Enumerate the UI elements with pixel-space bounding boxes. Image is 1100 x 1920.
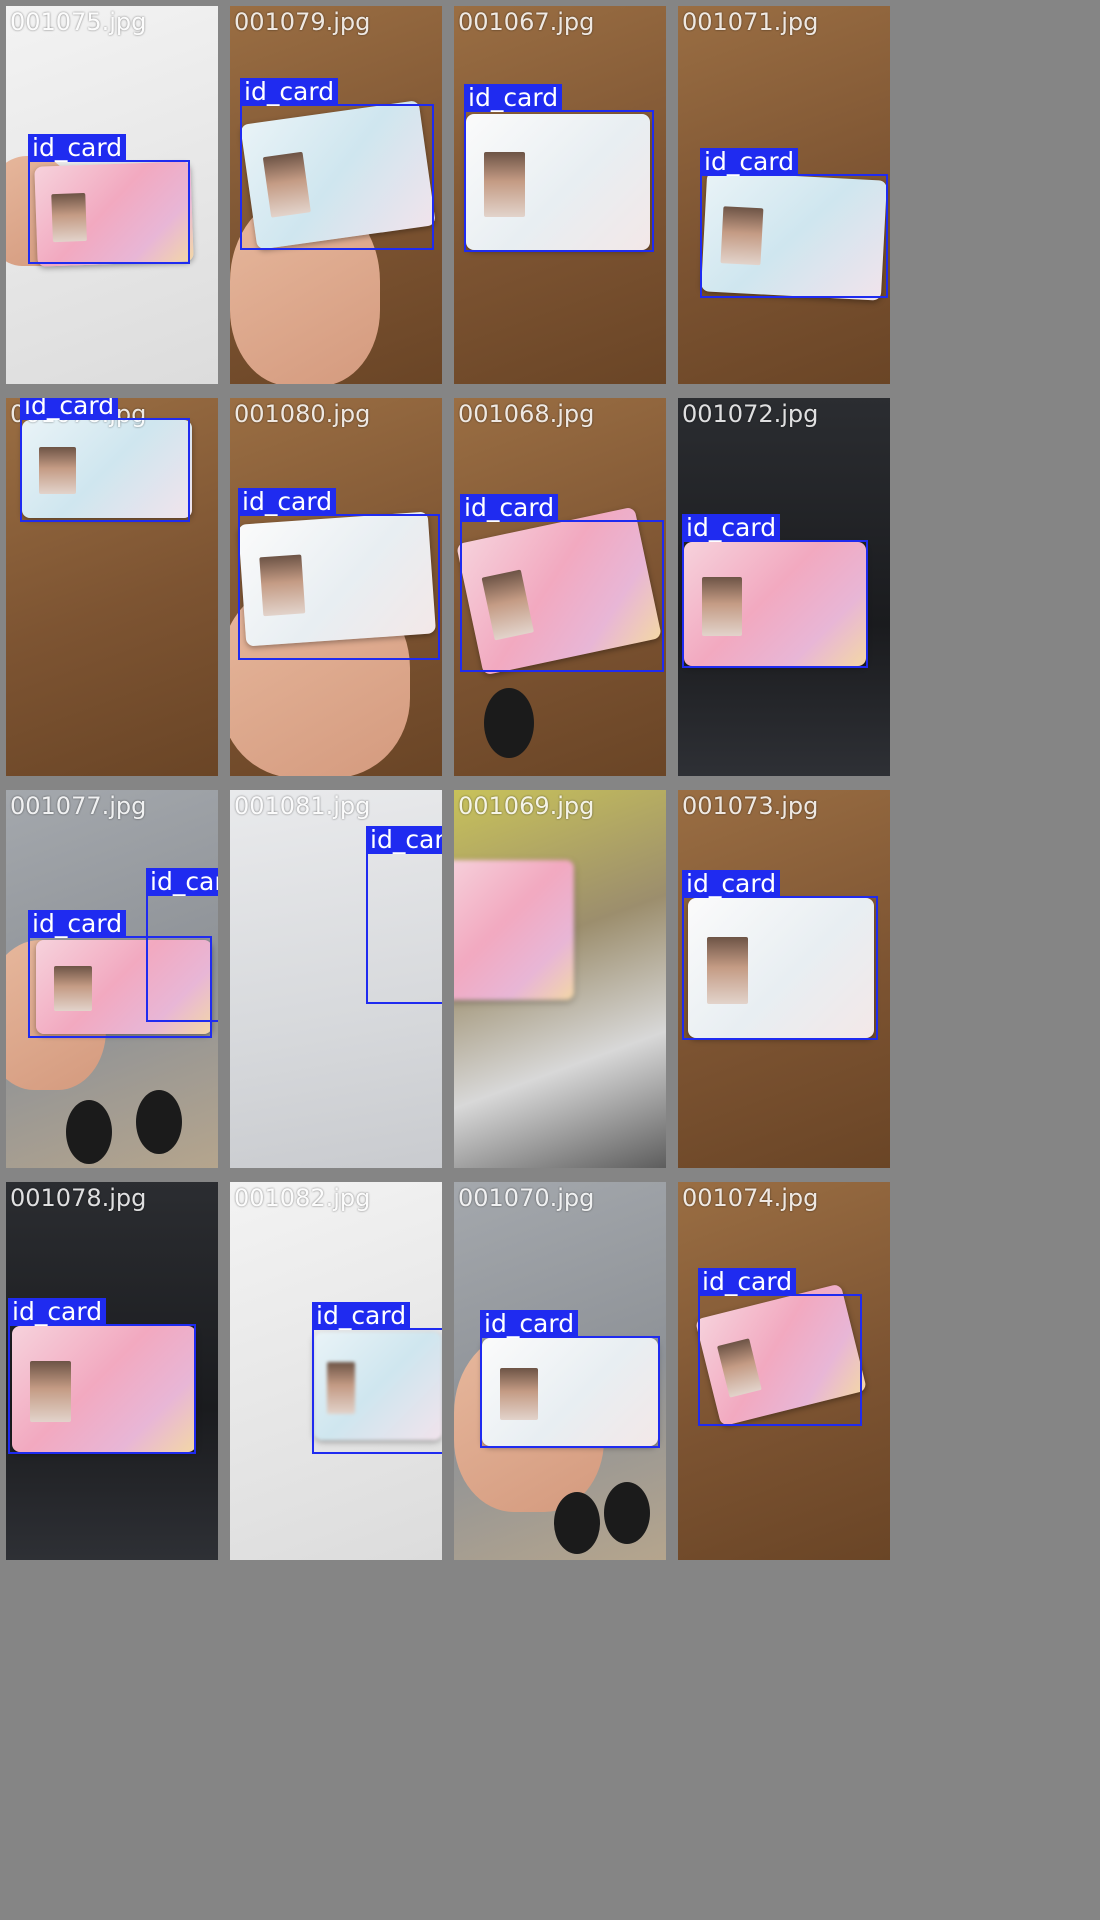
- bounding-box: id_card: [8, 1298, 196, 1454]
- bounding-box: id_card: [146, 868, 218, 1022]
- bounding-box: id_card: [682, 514, 868, 668]
- bounding-box: id_card: [20, 398, 190, 522]
- bounding-box: id_card: [240, 78, 434, 250]
- image-filename: 001072.jpg: [682, 400, 819, 428]
- image-tile[interactable]: 001079.jpg id_card: [230, 6, 442, 384]
- image-tile[interactable]: 001068.jpg id_card: [454, 398, 666, 776]
- image-tile[interactable]: 001082.jpg id_card: [230, 1182, 442, 1560]
- image-filename: 001071.jpg: [682, 8, 819, 36]
- image-filename: 001081.jpg: [234, 792, 371, 820]
- bounding-box-label: id_card: [20, 398, 119, 420]
- image-tile[interactable]: 001072.jpg id_card: [678, 398, 890, 776]
- image-tile[interactable]: 001067.jpg id_card: [454, 6, 666, 384]
- shoe: [484, 688, 534, 758]
- image-tile[interactable]: 001080.jpg id_card: [230, 398, 442, 776]
- image-filename: 001077.jpg: [10, 792, 147, 820]
- image-tile[interactable]: 001077.jpg id_card id_card: [6, 790, 218, 1168]
- shoe: [66, 1100, 112, 1164]
- image-tile[interactable]: 001075.jpg id_card: [6, 6, 218, 384]
- bounding-box: id_card: [238, 488, 440, 660]
- image-tile[interactable]: 001070.jpg id_card: [454, 1182, 666, 1560]
- bounding-box: id_card: [700, 148, 888, 298]
- id-card: [688, 898, 874, 1038]
- bounding-box-label: id_card: [312, 1302, 411, 1330]
- image-tile[interactable]: 001069.jpg: [454, 790, 666, 1168]
- bounding-box-label: id_card: [146, 868, 218, 896]
- bounding-box: id_card: [698, 1268, 862, 1426]
- shoe: [554, 1492, 600, 1554]
- image-filename: 001073.jpg: [682, 792, 819, 820]
- image-tile[interactable]: 001071.jpg id_card: [678, 6, 890, 384]
- bounding-box-label: id_card: [698, 1268, 797, 1296]
- bounding-box: id_card: [28, 910, 212, 1038]
- shoe: [604, 1482, 650, 1544]
- image-filename: 001070.jpg: [458, 1184, 595, 1212]
- image-tile[interactable]: 001078.jpg id_card: [6, 1182, 218, 1560]
- image-filename: 001068.jpg: [458, 400, 595, 428]
- image-tile[interactable]: 001081.jpg id_card: [230, 790, 442, 1168]
- bounding-box-label: id_card: [238, 488, 337, 516]
- image-filename: 001067.jpg: [458, 8, 595, 36]
- bounding-box-label: id_card: [460, 494, 559, 522]
- bounding-box: id_card: [480, 1310, 660, 1448]
- bounding-box-label: id_card: [682, 870, 781, 898]
- bounding-box-label: id_card: [464, 84, 563, 112]
- id-card: [466, 114, 650, 250]
- bounding-box-label: id_card: [480, 1310, 579, 1338]
- image-filename: 001079.jpg: [234, 8, 371, 36]
- bounding-box-label: id_card: [240, 78, 339, 106]
- bounding-box-label: id_card: [8, 1298, 107, 1326]
- image-tile[interactable]: 001073.jpg id_card: [678, 790, 890, 1168]
- image-tile[interactable]: 001076.jpg id_card: [6, 398, 218, 776]
- image-tile[interactable]: 001074.jpg id_card: [678, 1182, 890, 1560]
- id-card: [314, 1332, 442, 1440]
- bounding-box: id_card: [366, 826, 442, 1004]
- image-filename: 001074.jpg: [682, 1184, 819, 1212]
- bounding-box: id_card: [464, 84, 654, 252]
- bounding-box: id_card: [312, 1302, 442, 1454]
- image-filename: 001080.jpg: [234, 400, 371, 428]
- bounding-box: id_card: [682, 870, 878, 1040]
- bounding-box-label: id_card: [28, 134, 127, 162]
- image-filename: 001075.jpg: [10, 8, 147, 36]
- bounding-box: id_card: [460, 494, 664, 672]
- bounding-box-label: id_card: [28, 910, 127, 938]
- id-card: [36, 940, 212, 1034]
- id-card: [454, 860, 574, 1000]
- id-card: [684, 542, 866, 666]
- bounding-box-label: id_card: [700, 148, 799, 176]
- bounding-box: id_card: [28, 134, 190, 264]
- id-card: [12, 1326, 196, 1452]
- image-filename: 001082.jpg: [234, 1184, 371, 1212]
- id-card: [482, 1338, 658, 1446]
- bounding-box-label: id_card: [682, 514, 781, 542]
- shoe: [136, 1090, 182, 1154]
- id-card: [22, 420, 192, 518]
- image-filename: 001078.jpg: [10, 1184, 147, 1212]
- bounding-box-label: id_card: [366, 826, 442, 854]
- image-filename: 001069.jpg: [458, 792, 595, 820]
